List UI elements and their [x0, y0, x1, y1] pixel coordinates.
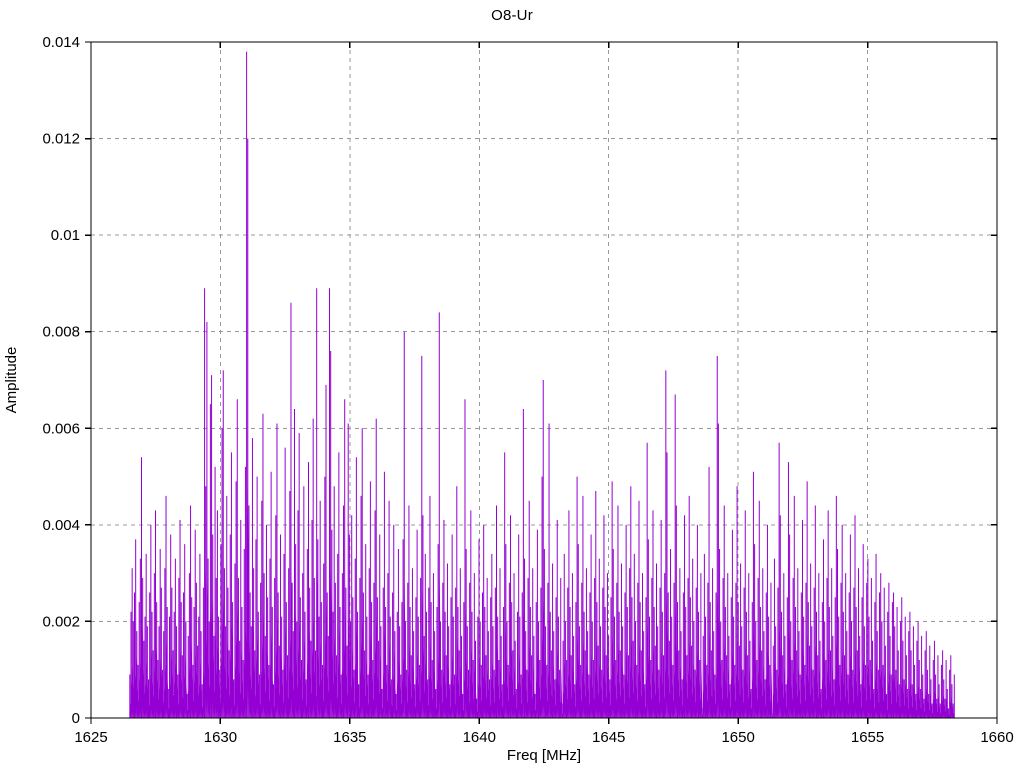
x-tick-label: 1645: [592, 729, 625, 746]
y-tick-label: 0.014: [42, 34, 80, 51]
spectrum-trace: [129, 51, 955, 718]
y-tick-label: 0.008: [42, 324, 80, 341]
y-axis-label: Amplitude: [3, 347, 20, 414]
y-tick-label: 0.006: [42, 420, 80, 437]
axis-ticks: [85, 41, 998, 724]
x-tick-label: 1655: [851, 729, 884, 746]
x-tick-label: 1625: [74, 729, 107, 746]
axis-tick-labels: 0 0.002 0.004 0.006 0.008 0.01 0.012 0.014 1625 1…: [42, 34, 1013, 746]
y-tick-label: 0.01: [51, 227, 80, 244]
x-tick-label: 1635: [333, 729, 366, 746]
y-tick-label: 0.012: [42, 131, 80, 148]
x-tick-label: 1650: [721, 729, 754, 746]
x-tick-label: 1630: [204, 729, 237, 746]
y-tick-label: 0.004: [42, 517, 80, 534]
x-tick-label: 1660: [980, 729, 1013, 746]
chart-title: O8-Ur: [491, 7, 533, 24]
plot-frame: [90, 41, 998, 719]
y-tick-label: 0.002: [42, 613, 80, 630]
x-tick-label: 1640: [463, 729, 496, 746]
spectrum-series: [129, 51, 955, 718]
y-tick-label: 0: [72, 710, 80, 727]
x-axis-label: Freq [MHz]: [507, 747, 581, 764]
